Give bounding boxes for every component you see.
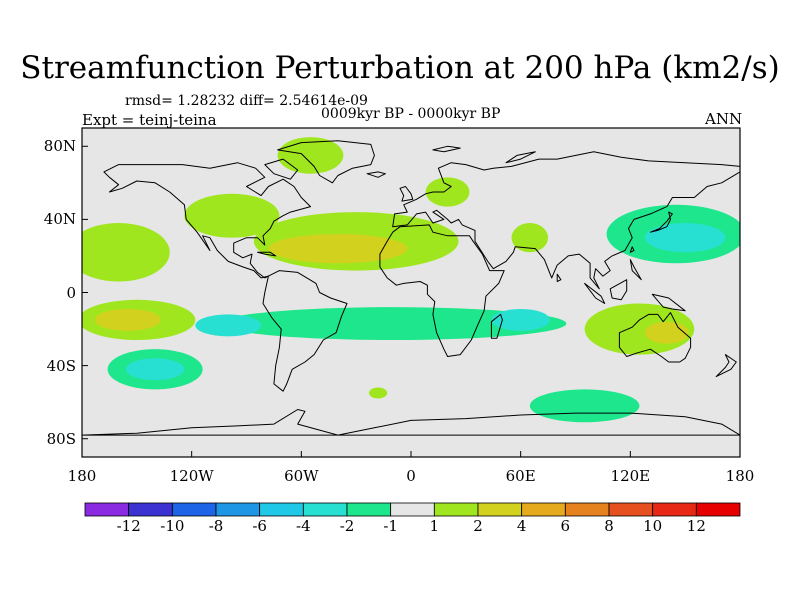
colorbar-swatch: [521, 502, 566, 517]
colorbar-swatch: [608, 502, 654, 517]
field-south-atlantic-small-positive: [368, 387, 388, 399]
colorbar-swatch: [390, 502, 435, 517]
coastlines: [82, 140, 740, 436]
coastline-antarctica: [82, 409, 740, 436]
colorbar-swatch: [171, 502, 217, 517]
y-tick-label: 0: [66, 283, 76, 302]
field-west-russia-positive: [425, 177, 470, 207]
axis-ticks: [81, 145, 741, 457]
colorbar-swatch: [215, 502, 261, 517]
colorbar-swatch: [259, 502, 304, 517]
season-label: ANN: [705, 110, 743, 128]
colorbar-swatch: [302, 502, 348, 517]
colorbar-label: 1: [429, 517, 440, 535]
colorbar-label: 4: [516, 517, 527, 535]
field-south-america-negative-core: [195, 314, 262, 337]
field-southern-tropical-negative-band: [219, 307, 567, 341]
coastline-eurasia: [392, 151, 740, 290]
colorbar-label: -10: [160, 517, 185, 535]
y-tick-label: 40S: [46, 356, 76, 375]
coastline-borneo: [609, 279, 628, 301]
colorbar: [84, 502, 741, 517]
plot-background: [82, 128, 740, 457]
colorbar-label: -8: [208, 517, 224, 535]
coastline-greenland: [277, 140, 375, 184]
x-tick-label: 120E: [610, 467, 651, 485]
field-north-america-positive: [184, 193, 280, 238]
field-arabian-sea-positive: [511, 223, 549, 253]
experiment-label: Expt = teinj-teina: [82, 111, 217, 129]
colorbar-swatch: [652, 502, 697, 517]
map-title: Streamfunction Perturbation at 200 hPa (…: [20, 50, 780, 86]
colorbar-label: -4: [296, 517, 311, 535]
field-south-pacific-core: [94, 308, 161, 331]
colorbar-swatch: [564, 502, 610, 517]
colorbar-label: -6: [252, 517, 267, 535]
coastline-africa: [379, 224, 505, 357]
coastline-sri-lanka: [556, 273, 562, 282]
y-tick-label: 80S: [46, 429, 76, 448]
field-southern-indian-negative: [529, 389, 640, 423]
coastline-new-zealand: [715, 354, 737, 378]
colorbar-label: -2: [339, 517, 355, 535]
coastline-svalbard: [432, 145, 461, 153]
coastline-sumatra: [584, 282, 606, 304]
colorbar-label: 2: [473, 517, 483, 535]
period-label: 0009kyr BP - 0000kyr BP: [321, 106, 501, 122]
colorbar-swatch: [346, 502, 392, 517]
coastline-japan: [649, 211, 673, 233]
colorbar-label: 10: [643, 517, 663, 535]
coastline-south-america: [262, 270, 348, 392]
coastline-baffin-island: [264, 158, 299, 180]
colorbar-label: 12: [686, 517, 706, 535]
x-tick-label: 120W: [169, 467, 214, 485]
field-greenland-positive: [277, 137, 344, 174]
coastline-iceland: [366, 171, 386, 178]
coastline-novaya-zemlya: [505, 151, 536, 164]
field-north-pacific-positive: [82, 223, 170, 282]
colorbar-swatch: [477, 502, 523, 517]
y-tick-label: 80N: [43, 137, 76, 156]
y-tick-label: 40N: [43, 210, 76, 229]
coastline-cuba: [257, 251, 277, 257]
field-north-atlantic-core: [268, 234, 408, 264]
statistics-line: rmsd= 1.28232 diff= 2.54614e-09: [125, 93, 368, 109]
coastline-north-america: [103, 162, 311, 279]
coastline-philippines: [629, 259, 642, 281]
coastline-madagascar: [490, 313, 503, 339]
coastline-uk: [399, 186, 414, 202]
coastline-australia: [618, 312, 692, 363]
colorbar-swatch: [695, 502, 741, 517]
colorbar-swatch: [433, 502, 479, 517]
coastline-taiwan: [629, 246, 635, 253]
field-australia-core: [644, 321, 689, 344]
colorbar-label: 6: [560, 517, 571, 535]
colorbar-label: 8: [604, 517, 614, 535]
x-tick-label: 180: [67, 467, 97, 485]
x-tick-label: 180: [725, 467, 755, 485]
coastline-new-guinea: [651, 293, 686, 312]
x-tick-label: 60E: [505, 467, 536, 485]
colorbar-swatch: [128, 502, 173, 517]
x-tick-label: 60W: [284, 467, 319, 485]
contour-fields: [82, 137, 740, 423]
colorbar-label: -12: [116, 517, 141, 535]
field-indian-ocean-negative-core: [491, 308, 550, 331]
colorbar-label: -1: [383, 517, 398, 535]
x-tick-label: 0: [406, 467, 416, 485]
colorbar-swatch: [84, 502, 130, 517]
field-south-pacific-negative-core: [125, 358, 185, 381]
field-west-pacific-core: [644, 223, 726, 253]
